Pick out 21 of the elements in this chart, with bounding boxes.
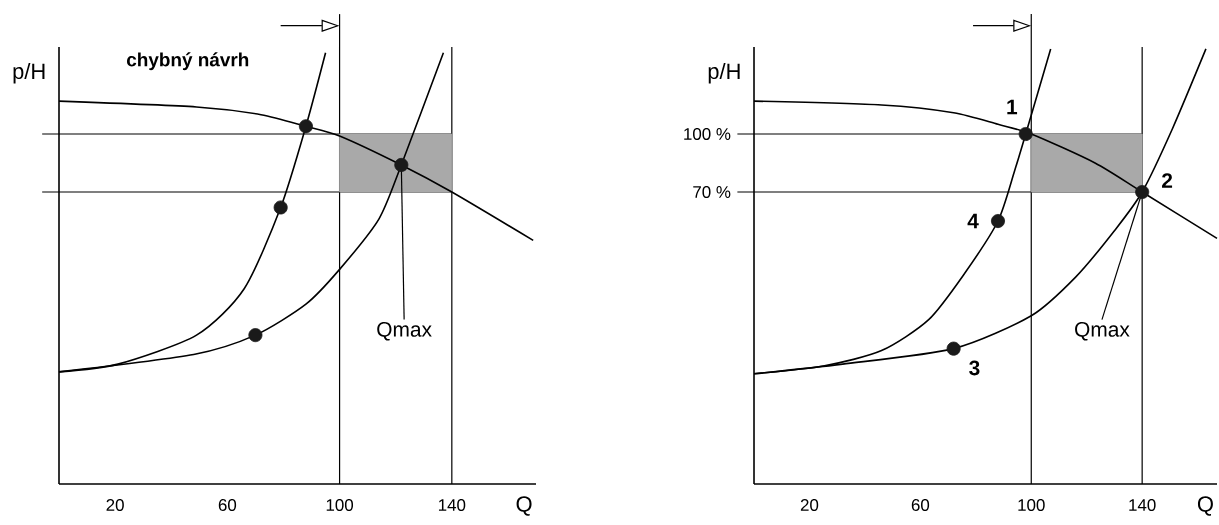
x-tick-label: 20 — [106, 499, 124, 512]
x-tick-label: 60 — [218, 499, 237, 512]
y-axis-title: p/H — [13, 63, 45, 84]
x-axis-title: Q — [1197, 496, 1213, 516]
y-tick-label: 70 % — [693, 186, 731, 198]
x-tick-label: 140 — [438, 499, 466, 512]
annotation: 2 — [1162, 173, 1173, 188]
x-tick-label: 100 — [1018, 499, 1045, 512]
x-tick-label: 60 — [911, 499, 930, 512]
chart-title: chybný návrh — [127, 52, 249, 71]
annotation: Qmax — [377, 321, 432, 341]
y-axis-title: p/H — [708, 63, 740, 84]
x-tick-label: 20 — [800, 499, 819, 512]
x-tick-label: 100 — [326, 499, 354, 512]
annotation: 1 — [1007, 99, 1018, 115]
x-axis-title: Q — [516, 496, 532, 516]
x-tick-label: 140 — [1129, 499, 1156, 512]
annotation: 4 — [967, 213, 979, 229]
annotation: Qmax — [1075, 321, 1130, 341]
annotation: 3 — [969, 360, 980, 376]
y-tick-label: 100 % — [684, 128, 731, 140]
